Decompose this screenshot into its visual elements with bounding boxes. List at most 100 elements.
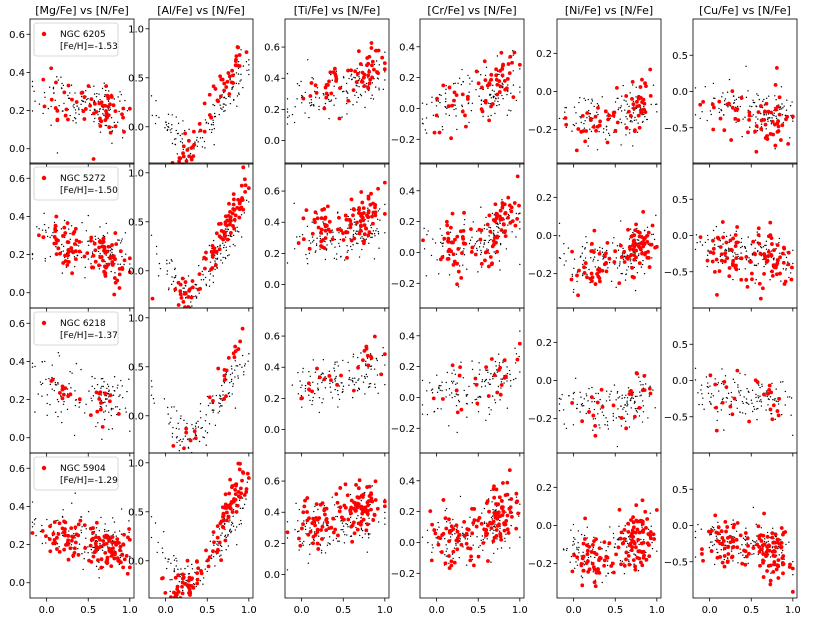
cluster-star-point xyxy=(60,396,65,401)
cluster-star-point xyxy=(731,258,736,263)
field-star-point xyxy=(333,257,336,260)
field-star-point xyxy=(53,221,56,224)
cluster-star-point xyxy=(719,258,724,263)
cluster-star-point xyxy=(474,69,479,74)
cluster-star-point xyxy=(349,197,354,202)
cluster-star-point xyxy=(607,113,611,118)
field-star-point xyxy=(515,377,517,380)
field-star-point xyxy=(739,105,742,108)
cluster-star-point xyxy=(181,576,185,581)
cluster-star-point xyxy=(479,521,484,526)
field-star-point xyxy=(506,366,508,368)
cluster-star-point xyxy=(226,355,231,360)
field-star-point xyxy=(66,388,69,390)
cluster-star-point xyxy=(344,217,349,222)
cluster-star-point xyxy=(127,565,132,570)
field-star-point xyxy=(218,113,220,116)
field-star-point xyxy=(70,84,73,86)
cluster-star-point xyxy=(720,220,725,224)
field-star-point xyxy=(598,130,600,133)
field-star-point xyxy=(34,517,37,520)
field-star-point xyxy=(44,260,46,262)
cluster-star-point xyxy=(110,243,114,247)
field-star-point xyxy=(444,538,446,540)
field-star-point xyxy=(588,115,590,118)
field-star-point xyxy=(466,416,468,418)
field-star-point xyxy=(224,522,226,525)
field-star-point xyxy=(498,364,500,366)
field-star-point xyxy=(322,92,325,95)
cluster-star-point xyxy=(244,490,249,494)
field-star-point xyxy=(421,536,424,538)
cluster-star-point xyxy=(505,77,510,81)
field-star-point xyxy=(316,213,318,215)
legend-box xyxy=(33,22,119,57)
cluster-star-point xyxy=(773,143,778,148)
field-star-point xyxy=(243,374,245,376)
field-star-point xyxy=(469,239,472,241)
field-star-point xyxy=(345,102,348,105)
cluster-star-point xyxy=(178,289,183,294)
cluster-star-point xyxy=(470,531,475,536)
cluster-star-point xyxy=(627,254,631,259)
cluster-star-point xyxy=(93,248,98,253)
field-star-point xyxy=(323,504,326,507)
field-star-point xyxy=(620,121,623,124)
cluster-star-point xyxy=(484,365,489,369)
field-star-point xyxy=(63,400,65,403)
field-star-point xyxy=(220,107,222,109)
cluster-star-point xyxy=(451,549,456,554)
field-star-point xyxy=(209,261,212,263)
field-star-point xyxy=(41,542,44,545)
cluster-star-point xyxy=(570,249,574,254)
field-star-point xyxy=(581,245,584,248)
cluster-star-point xyxy=(366,233,371,238)
cluster-star-point xyxy=(345,255,349,260)
field-star-point xyxy=(120,508,123,510)
cluster-star-point xyxy=(632,128,637,133)
y-tick-label: 0.4 xyxy=(9,357,25,368)
cluster-star-point xyxy=(619,416,624,420)
field-star-point xyxy=(615,257,618,259)
field-star-point xyxy=(597,113,599,116)
cluster-star-point xyxy=(230,68,235,73)
field-star-point xyxy=(732,278,734,281)
field-star-point xyxy=(204,119,207,121)
field-star-point xyxy=(770,413,772,415)
cluster-star-point xyxy=(645,233,649,238)
field-star-point xyxy=(780,280,782,282)
cluster-star-point xyxy=(589,395,594,400)
field-star-point xyxy=(297,520,299,522)
field-star-point xyxy=(721,262,724,265)
x-tick-label: 0.5 xyxy=(335,605,351,616)
cluster-star-point xyxy=(487,118,492,123)
field-star-point xyxy=(231,522,234,525)
cluster-star-point xyxy=(215,98,220,103)
field-star-point xyxy=(497,231,499,233)
field-star-point xyxy=(481,512,483,514)
field-star-point xyxy=(734,99,736,102)
field-star-point xyxy=(67,228,70,230)
y-tick-label: −0.2 xyxy=(391,135,415,146)
field-star-point xyxy=(462,377,464,379)
field-star-point xyxy=(712,229,715,232)
cluster-star-point xyxy=(481,541,486,545)
field-star-point xyxy=(763,265,765,268)
field-star-point xyxy=(767,404,769,406)
field-star-point xyxy=(354,377,356,379)
field-star-point xyxy=(338,242,340,245)
cluster-star-point xyxy=(450,363,455,368)
cluster-star-point xyxy=(734,263,738,268)
field-star-point xyxy=(313,239,315,242)
cluster-star-point xyxy=(701,99,706,104)
field-star-point xyxy=(333,95,335,97)
field-star-point xyxy=(376,218,379,221)
field-star-point xyxy=(650,103,652,106)
cluster-star-point xyxy=(511,95,516,100)
cluster-star-point xyxy=(191,129,196,134)
field-star-point xyxy=(102,402,105,404)
cluster-star-point xyxy=(790,114,795,119)
field-star-point xyxy=(618,396,621,398)
field-star-point xyxy=(376,77,379,79)
field-star-point xyxy=(54,99,56,102)
